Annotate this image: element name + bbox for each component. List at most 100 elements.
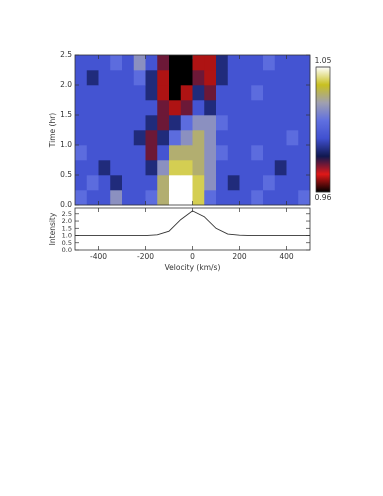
heatmap-cell bbox=[133, 70, 146, 86]
heatmap-cell bbox=[86, 190, 99, 206]
heatmap-cell bbox=[239, 130, 252, 146]
heatmap-cell bbox=[227, 145, 240, 161]
heatmap-cell bbox=[75, 115, 88, 131]
heatmap-cell bbox=[145, 55, 158, 71]
heatmap-cell bbox=[286, 85, 299, 101]
heatmap-cell bbox=[274, 190, 287, 206]
heatmap-cell bbox=[216, 85, 229, 101]
heatmap-cell bbox=[98, 55, 111, 71]
heatmap-cell bbox=[180, 100, 193, 116]
heatmap-cell bbox=[192, 55, 205, 71]
heatmap-cell bbox=[98, 190, 111, 206]
y-tick-label: 0.5 bbox=[60, 170, 72, 179]
heatmap-cell bbox=[251, 160, 264, 176]
heatmap-cell bbox=[216, 190, 229, 206]
heatmap-cell bbox=[274, 55, 287, 71]
heatmap-cell bbox=[227, 55, 240, 71]
heatmap-cell bbox=[251, 190, 264, 206]
y-tick-label: 2.0 bbox=[62, 217, 72, 225]
heatmap-cell bbox=[98, 70, 111, 86]
y-tick-label: 0.5 bbox=[62, 239, 72, 247]
heatmap-cell bbox=[122, 100, 135, 116]
heatmap-cell bbox=[216, 70, 229, 86]
heatmap-cell bbox=[204, 115, 217, 131]
heatmap-cell bbox=[263, 85, 276, 101]
heatmap-cell bbox=[227, 115, 240, 131]
heatmap-cell bbox=[180, 190, 193, 206]
heatmap-cell bbox=[298, 130, 311, 146]
profile-line bbox=[75, 210, 310, 236]
heatmap-cell bbox=[122, 160, 135, 176]
heatmap-cell bbox=[227, 190, 240, 206]
heatmap-cell bbox=[86, 130, 99, 146]
heatmap-cell bbox=[227, 175, 240, 191]
heatmap-cell bbox=[169, 85, 182, 101]
heatmap-cell bbox=[204, 175, 217, 191]
heatmap-cell bbox=[239, 85, 252, 101]
heatmap-cell bbox=[204, 70, 217, 86]
heatmap-cell bbox=[216, 130, 229, 146]
heatmap-cell bbox=[86, 55, 99, 71]
heatmap-cell bbox=[157, 190, 170, 206]
heatmap-cell bbox=[145, 145, 158, 161]
heatmap-cell bbox=[110, 130, 123, 146]
heatmap-cell bbox=[157, 55, 170, 71]
heatmap-cell bbox=[169, 55, 182, 71]
x-tick-label: 200 bbox=[232, 252, 247, 261]
heatmap-cell bbox=[192, 130, 205, 146]
heatmap-cell bbox=[122, 130, 135, 146]
heatmap-cell bbox=[216, 115, 229, 131]
heatmap-cell bbox=[263, 175, 276, 191]
heatmap-cell bbox=[133, 145, 146, 161]
heatmap-cell bbox=[133, 85, 146, 101]
heatmap-cell bbox=[98, 100, 111, 116]
heatmap-cell bbox=[204, 145, 217, 161]
heatmap-cell bbox=[251, 145, 264, 161]
heatmap-cell bbox=[180, 85, 193, 101]
heatmap-cell bbox=[251, 55, 264, 71]
heatmap-cell bbox=[133, 100, 146, 116]
heatmap-cell bbox=[122, 145, 135, 161]
heatmap-cell bbox=[239, 145, 252, 161]
heatmap-cell bbox=[274, 70, 287, 86]
heatmap-cell bbox=[192, 85, 205, 101]
x-tick-label: 400 bbox=[279, 252, 294, 261]
heatmap-cell bbox=[86, 100, 99, 116]
heatmap-cell bbox=[122, 175, 135, 191]
heatmap-cell bbox=[239, 190, 252, 206]
heatmap-cell bbox=[75, 175, 88, 191]
heatmap-cell bbox=[180, 145, 193, 161]
y-tick-label: 2.5 bbox=[60, 50, 72, 59]
heatmap-cell bbox=[204, 100, 217, 116]
x-tick-label: -400 bbox=[90, 252, 107, 261]
heatmap-cell bbox=[145, 130, 158, 146]
heatmap-cell bbox=[180, 70, 193, 86]
heatmap-cell bbox=[298, 85, 311, 101]
heatmap-cell bbox=[110, 70, 123, 86]
heatmap-cell bbox=[274, 175, 287, 191]
heatmap-cell bbox=[216, 175, 229, 191]
heatmap-cell bbox=[133, 115, 146, 131]
heatmap-cell bbox=[204, 85, 217, 101]
heatmap-cell bbox=[98, 175, 111, 191]
heatmap-cell bbox=[145, 115, 158, 131]
plot-frame bbox=[74, 207, 311, 251]
heatmap-cell bbox=[169, 145, 182, 161]
heatmap-cell bbox=[145, 85, 158, 101]
heatmap-cell bbox=[133, 190, 146, 206]
heatmap-cell bbox=[227, 100, 240, 116]
heatmap-cell bbox=[286, 145, 299, 161]
heatmap-cell bbox=[110, 160, 123, 176]
heatmap-cell bbox=[227, 85, 240, 101]
heatmap-cell bbox=[180, 130, 193, 146]
heatmap-cell bbox=[180, 55, 193, 71]
heatmap-cell bbox=[192, 70, 205, 86]
heatmap-cell bbox=[192, 100, 205, 116]
y-tick-label: 1.0 bbox=[60, 140, 72, 149]
heatmap-cell bbox=[286, 70, 299, 86]
heatmap-cell bbox=[122, 85, 135, 101]
heatmap-cell bbox=[192, 175, 205, 191]
heatmap-cell bbox=[216, 160, 229, 176]
heatmap-cell bbox=[298, 55, 311, 71]
